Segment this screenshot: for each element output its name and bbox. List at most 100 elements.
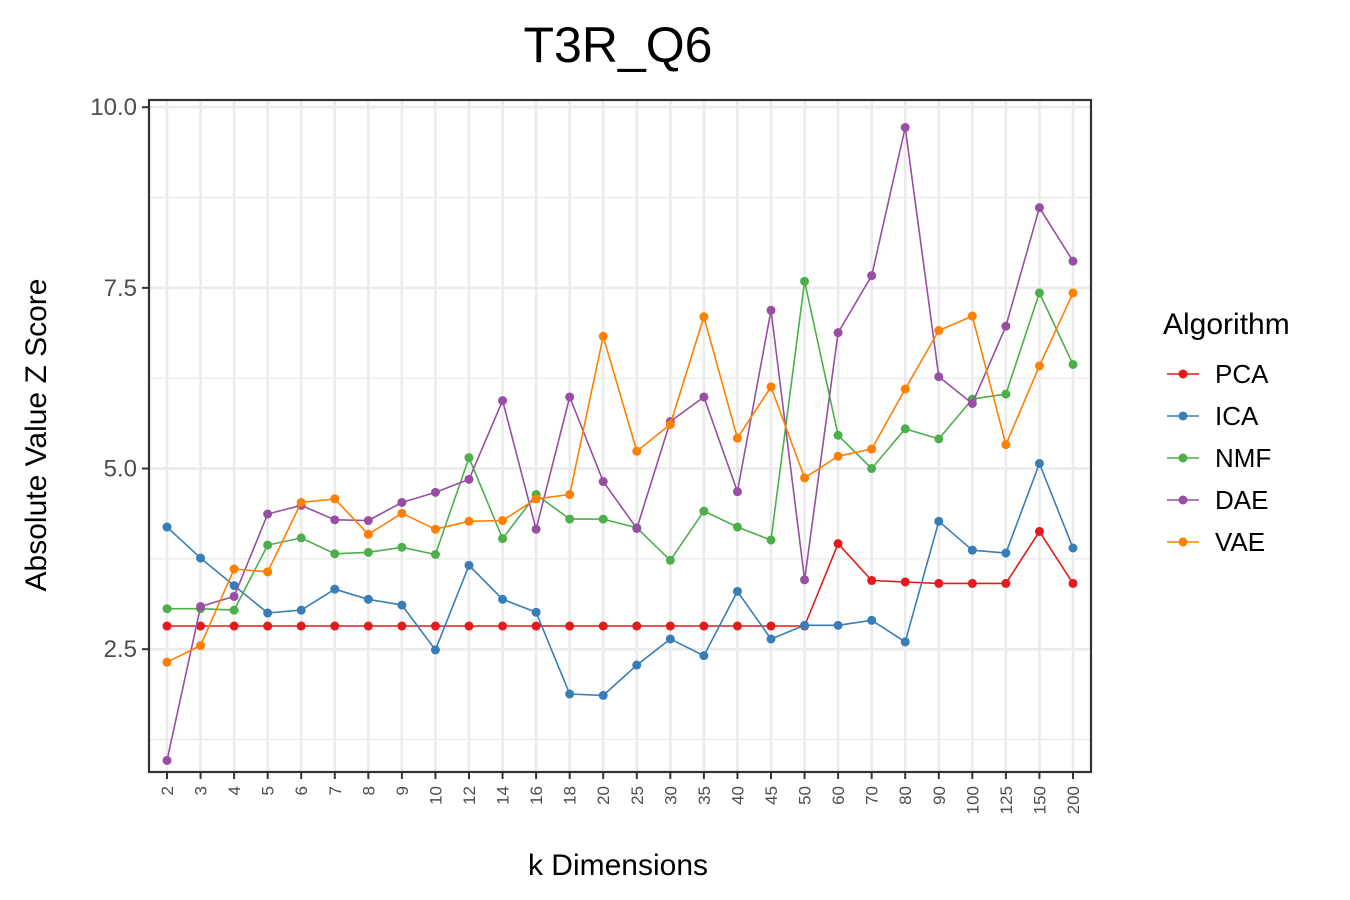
nmf-point xyxy=(464,453,474,463)
y-tick-label: 5.0 xyxy=(104,456,137,483)
legend-item-ica: ICA xyxy=(1167,401,1259,431)
ica-point xyxy=(363,594,373,604)
nmf-point xyxy=(1034,288,1044,298)
pca-point xyxy=(867,576,877,586)
ica-point xyxy=(1034,458,1044,468)
legend-label: NMF xyxy=(1215,443,1271,473)
ica-point xyxy=(263,608,273,618)
legend-label: VAE xyxy=(1215,527,1265,557)
pca-point xyxy=(430,621,440,631)
axes: 2.55.07.510.02 3 4 5 6 7 8 9 10 12 14 16 18 20 25 30 35 4… xyxy=(90,94,1083,814)
dae-point xyxy=(934,372,944,382)
pca-point xyxy=(1001,578,1011,588)
x-tick-label: 125 xyxy=(997,786,1016,814)
pca-point xyxy=(900,577,910,587)
vae-point xyxy=(598,331,608,341)
dae-point xyxy=(598,477,608,487)
ica-point xyxy=(498,594,508,604)
x-tick-label: 20 xyxy=(594,786,613,805)
nmf-point xyxy=(699,506,709,516)
x-tick-label: 9 xyxy=(393,786,412,795)
vae-point xyxy=(934,326,944,336)
dae-point xyxy=(330,515,340,525)
vae-point xyxy=(967,311,977,321)
x-tick-label: 12 xyxy=(460,786,479,805)
x-tick-label: 25 xyxy=(628,786,647,805)
ica-point xyxy=(867,615,877,625)
x-tick-label: 14 xyxy=(494,786,513,805)
x-tick-label: 40 xyxy=(728,786,747,805)
dae-point xyxy=(732,487,742,497)
nmf-point xyxy=(900,424,910,434)
dae-point xyxy=(867,271,877,281)
nmf-point xyxy=(665,555,675,565)
dae-series xyxy=(162,122,1078,765)
x-tick-label: 35 xyxy=(695,786,714,805)
x-tick-label: 70 xyxy=(863,786,882,805)
vae-point xyxy=(833,451,843,461)
ica-point xyxy=(900,637,910,647)
vae-point xyxy=(229,564,239,574)
legend-label: DAE xyxy=(1215,485,1268,515)
pca-point xyxy=(699,621,709,631)
x-tick-label: 7 xyxy=(326,786,345,795)
dae-point xyxy=(363,516,373,526)
pca-point xyxy=(632,621,642,631)
ica-point xyxy=(598,690,608,700)
nmf-point xyxy=(498,534,508,544)
vae-point xyxy=(1068,288,1078,298)
ica-point xyxy=(229,581,239,591)
dae-point xyxy=(196,602,206,612)
pca-point xyxy=(263,621,273,631)
x-tick-label: 200 xyxy=(1064,786,1083,814)
x-tick-label: 3 xyxy=(192,786,211,795)
vae-point xyxy=(430,524,440,534)
nmf-point xyxy=(732,522,742,532)
ica-point xyxy=(665,634,675,644)
ica-point xyxy=(464,560,474,570)
x-tick-label: 2 xyxy=(158,786,177,795)
x-tick-label: 30 xyxy=(661,786,680,805)
vae-line xyxy=(166,292,1074,663)
pca-point xyxy=(296,621,306,631)
legend-key-point xyxy=(1178,495,1188,505)
ica-point xyxy=(1068,543,1078,553)
vae-point xyxy=(531,494,541,504)
x-tick-label: 8 xyxy=(359,786,378,795)
ica-point xyxy=(1001,548,1011,558)
vae-point xyxy=(766,382,776,392)
legend-label: ICA xyxy=(1215,401,1259,431)
nmf-point xyxy=(800,276,810,286)
chart-title: T3R_Q6 xyxy=(524,17,713,73)
ica-point xyxy=(766,634,776,644)
pca-series xyxy=(162,526,1078,631)
vae-point xyxy=(162,657,172,667)
legend-key-point xyxy=(1178,537,1188,547)
nmf-point xyxy=(833,430,843,440)
x-tick-label: 10 xyxy=(426,786,445,805)
nmf-point xyxy=(565,514,575,524)
pca-point xyxy=(967,578,977,588)
ica-point xyxy=(632,660,642,670)
vae-point xyxy=(699,312,709,322)
ica-point xyxy=(196,553,206,563)
nmf-point xyxy=(263,540,273,550)
dae-point xyxy=(1068,256,1078,266)
nmf-point xyxy=(430,550,440,560)
ica-point xyxy=(397,600,407,610)
ica-series xyxy=(162,458,1078,700)
ica-point xyxy=(565,689,575,699)
dae-point xyxy=(531,524,541,534)
nmf-point xyxy=(934,434,944,444)
pca-point xyxy=(1034,526,1044,536)
legend-label: PCA xyxy=(1215,359,1269,389)
gridlines xyxy=(149,100,1091,772)
vae-point xyxy=(867,444,877,454)
legend-key-point xyxy=(1178,369,1188,379)
legend-item-pca: PCA xyxy=(1167,359,1269,389)
nmf-point xyxy=(867,464,877,474)
nmf-series xyxy=(162,276,1078,615)
ica-point xyxy=(732,586,742,596)
